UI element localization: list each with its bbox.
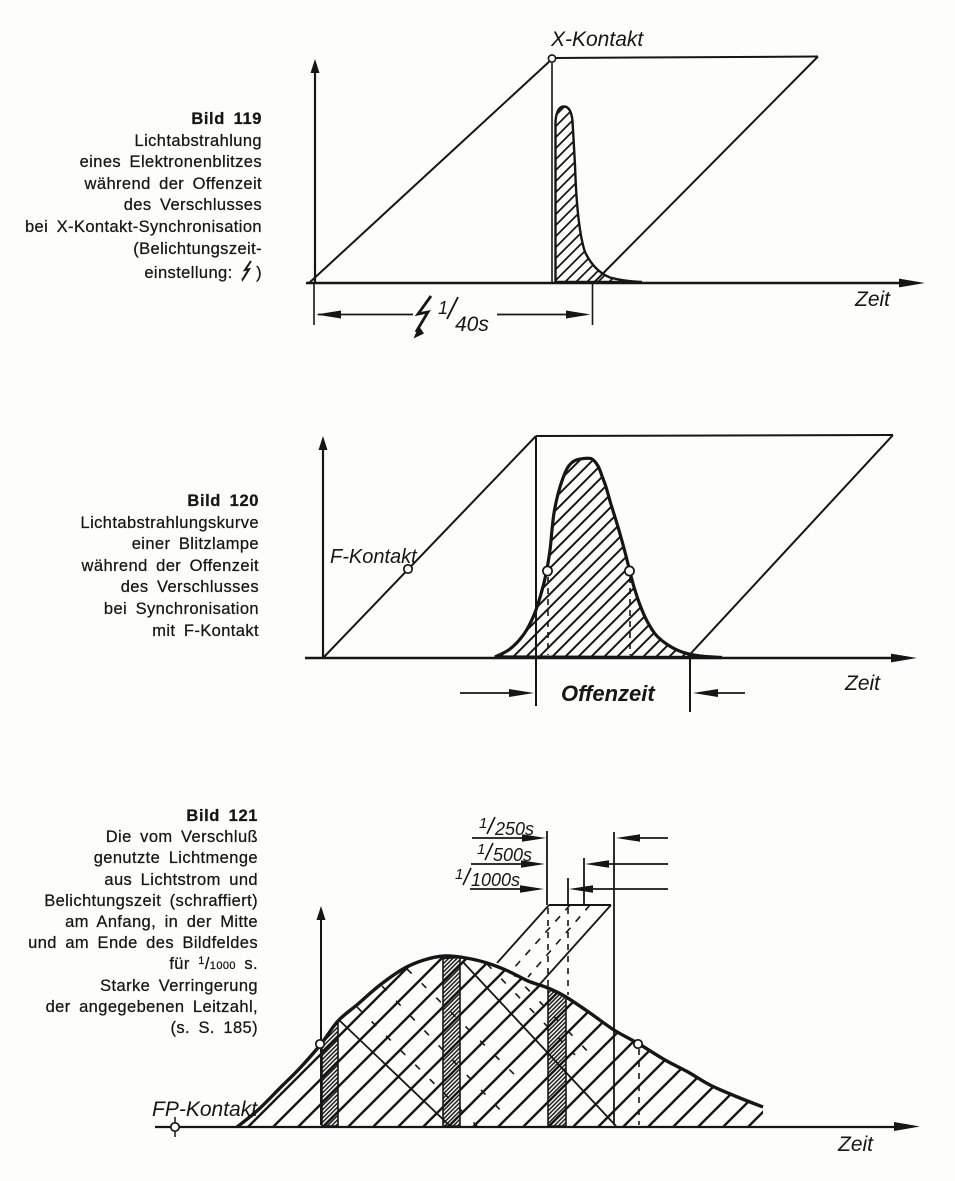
svg-text:1: 1 (479, 815, 487, 832)
svg-text:1000s: 1000s (471, 870, 520, 890)
svg-text:Zeit: Zeit (854, 288, 891, 311)
svg-text:FP-Kontakt: FP-Kontakt (152, 1098, 258, 1121)
svg-text:X-Kontakt: X-Kontakt (550, 28, 644, 51)
svg-text:1: 1 (438, 298, 448, 318)
svg-text:250s: 250s (494, 819, 534, 839)
svg-text:Zeit: Zeit (837, 1133, 874, 1156)
svg-text:Offenzeit: Offenzeit (561, 681, 656, 706)
svg-text:F-Kontakt: F-Kontakt (330, 546, 418, 568)
svg-text:500s: 500s (493, 845, 532, 865)
svg-text:1: 1 (455, 866, 463, 883)
svg-text:1: 1 (477, 841, 485, 858)
svg-text:40s: 40s (455, 313, 489, 336)
svg-text:Zeit: Zeit (844, 672, 881, 695)
